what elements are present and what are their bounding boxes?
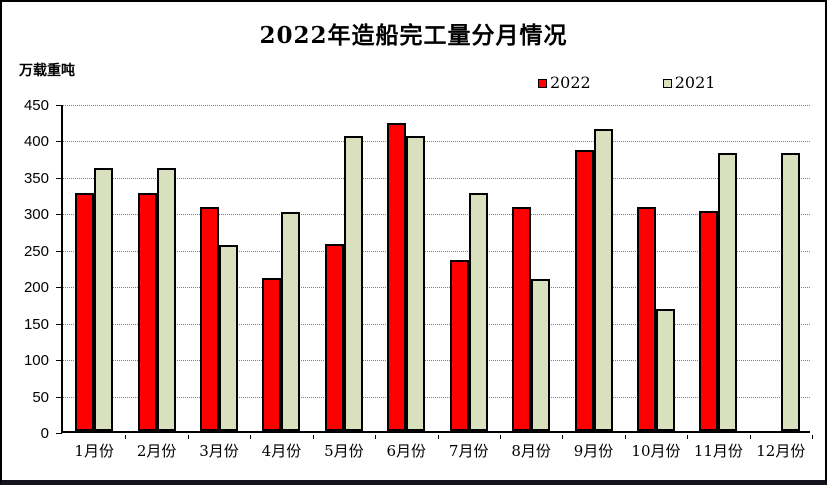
legend-item-2021: 2021 xyxy=(662,73,716,92)
gridline-300 xyxy=(63,214,810,216)
bar-2022-3月份 xyxy=(200,206,220,431)
y-tick-mark xyxy=(56,105,62,106)
x-tick-label-7月份: 7月份 xyxy=(448,442,489,460)
x-tick-mark xyxy=(437,435,439,439)
gridline-100 xyxy=(63,360,810,362)
bar-2021-11月份 xyxy=(718,153,738,431)
bar-2022-7月份 xyxy=(449,259,469,431)
y-tick-mark xyxy=(56,214,62,216)
bar-2021-8月份 xyxy=(531,279,551,431)
x-tick-label-3月份: 3月份 xyxy=(199,442,239,460)
legend: 2022 2021 xyxy=(538,75,715,91)
y-tick-mark xyxy=(56,141,62,143)
y-tick-label-0: 0 xyxy=(40,425,49,442)
bar-2022-2月份 xyxy=(137,193,157,431)
bar-2021-1月份 xyxy=(94,167,114,431)
x-tick-label-11月份: 11月份 xyxy=(693,442,743,460)
y-tick-label-150: 150 xyxy=(23,315,49,333)
chart-title: 2022年造船完工量分月情况 xyxy=(259,22,568,49)
bar-2021-4月份 xyxy=(281,211,301,431)
bar-2021-3月份 xyxy=(219,245,239,431)
bar-2022-4月份 xyxy=(262,277,282,431)
bar-2022-10月份 xyxy=(636,207,656,431)
legend-swatch-icon xyxy=(662,78,672,88)
gridline-200 xyxy=(63,287,810,289)
y-tick-mark xyxy=(56,250,62,252)
y-tick-mark xyxy=(56,323,62,325)
y-tick-label-50: 50 xyxy=(32,388,49,406)
y-tick-label-250: 250 xyxy=(23,242,49,260)
y-tick-label-300: 300 xyxy=(23,206,49,224)
x-tick-mark xyxy=(624,435,626,439)
gridline-400 xyxy=(63,141,810,143)
bar-2021-5月份 xyxy=(343,135,363,431)
x-tick-mark xyxy=(749,435,751,439)
bar-2021-10月份 xyxy=(655,309,675,431)
y-tick-mark xyxy=(56,360,62,362)
x-tick-mark xyxy=(812,435,813,439)
x-tick-mark xyxy=(562,435,564,439)
bar-2022-11月份 xyxy=(699,210,719,431)
x-tick-label-5月份: 5月份 xyxy=(324,442,364,460)
x-tick-label-9月份: 9月份 xyxy=(573,442,614,460)
bar-2021-6月份 xyxy=(406,135,426,431)
x-tick-mark xyxy=(125,435,127,439)
bar-2021-12月份 xyxy=(780,152,800,431)
x-tick-label-4月份: 4月份 xyxy=(261,442,302,460)
plot-area xyxy=(61,105,810,433)
y-axis-title: 万载重吨 xyxy=(19,63,75,79)
x-tick-label-1月份: 1月份 xyxy=(74,442,114,460)
y-tick-label-350: 350 xyxy=(23,169,49,187)
x-tick-label-10月份: 10月份 xyxy=(631,442,681,460)
gridline-450 xyxy=(63,105,810,106)
x-tick-label-6月份: 6月份 xyxy=(386,442,427,460)
x-tick-label-12月份: 12月份 xyxy=(756,442,806,460)
x-tick-mark xyxy=(375,435,377,439)
bar-2021-9月份 xyxy=(593,129,613,431)
x-tick-label-8月份: 8月份 xyxy=(511,442,551,460)
y-tick-label-200: 200 xyxy=(23,279,49,297)
legend-label: 2021 xyxy=(674,73,716,92)
y-tick-mark xyxy=(56,177,62,179)
y-tick-label-450: 450 xyxy=(23,97,49,114)
y-tick-mark xyxy=(56,433,62,434)
y-tick-mark xyxy=(56,396,62,398)
y-tick-label-400: 400 xyxy=(23,133,49,151)
bar-2022-8月份 xyxy=(512,206,532,431)
x-tick-mark xyxy=(187,435,189,439)
legend-swatch-icon xyxy=(538,78,547,88)
bar-2022-6月份 xyxy=(387,123,407,431)
bar-2022-5月份 xyxy=(324,244,344,431)
bar-2021-2月份 xyxy=(156,167,176,431)
bar-2021-7月份 xyxy=(468,193,488,431)
x-tick-mark xyxy=(687,435,689,439)
x-tick-mark xyxy=(499,435,501,439)
bar-2022-1月份 xyxy=(75,193,95,431)
bar-2022-9月份 xyxy=(574,149,594,431)
gridline-150 xyxy=(63,323,810,325)
y-tick-mark xyxy=(56,287,62,289)
legend-item-2022: 2022 xyxy=(538,75,591,91)
gridline-350 xyxy=(63,177,810,179)
gridline-50 xyxy=(63,396,810,398)
x-tick-label-2月份: 2月份 xyxy=(136,442,177,460)
x-tick-mark xyxy=(312,435,314,439)
legend-label: 2022 xyxy=(550,73,591,92)
gridline-250 xyxy=(63,250,810,252)
x-tick-mark xyxy=(250,435,252,439)
y-tick-label-100: 100 xyxy=(23,352,49,370)
